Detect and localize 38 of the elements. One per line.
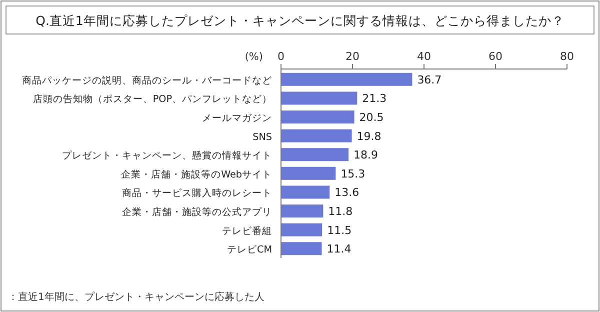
x-tick-label: 20 [346,50,360,63]
x-tick-label: 40 [417,50,431,63]
y-tick-label: 店頭の告知物（ポスター、POP、パンフレットなど） [32,93,272,106]
y-tick-label: SNS [252,132,272,143]
data-label: 13.6 [334,186,360,200]
bar [281,204,324,218]
bar [281,242,322,256]
x-tick-label: 0 [278,50,284,63]
data-label: 11.8 [328,205,353,218]
data-label: 11.4 [326,242,352,256]
y-tick-label: テレビCM [227,244,272,256]
x-tick-label: 60 [488,50,502,63]
data-label: 11.5 [327,224,352,237]
data-label: 20.5 [359,111,384,124]
x-tick-label: 80 [560,50,574,63]
data-label: 21.3 [362,92,387,106]
data-label: 15.3 [340,167,366,180]
bar [281,148,349,162]
text: ：直近1年間に、プレゼント・キャンペーンに応募した人 [8,291,264,303]
data-label: 19.8 [356,130,382,143]
data-label: 18.9 [354,148,378,162]
data-label: 36.7 [417,73,442,86]
chart-title: Q.直近1年間に応募したプレゼント・キャンペーンに関する情報は、どこから得ましたか？ [36,13,564,28]
y-tick-label: メールマガジン [202,113,272,124]
y-tick-label: 商品・サービス購入時のレシート [122,187,272,200]
y-tick-label: 企業・店舗・施設等の公式アプリ [122,206,272,218]
y-tick-label: 企業・店舗・施設等のWebサイト [121,168,272,180]
bar [281,92,358,105]
y-tick-label: テレビ番組 [222,224,272,237]
bar [281,186,330,199]
bar [281,223,322,236]
bar [281,72,412,86]
bar [281,166,336,180]
x-axis-title: (%) [244,51,263,63]
bar [281,110,354,124]
y-tick-label: 商品パッケージの説明、商品のシール・バーコードなど [22,74,272,86]
bar [281,129,352,142]
y-tick-label: プレゼント・キャンペーン、懸賞の情報サイト [62,150,272,162]
